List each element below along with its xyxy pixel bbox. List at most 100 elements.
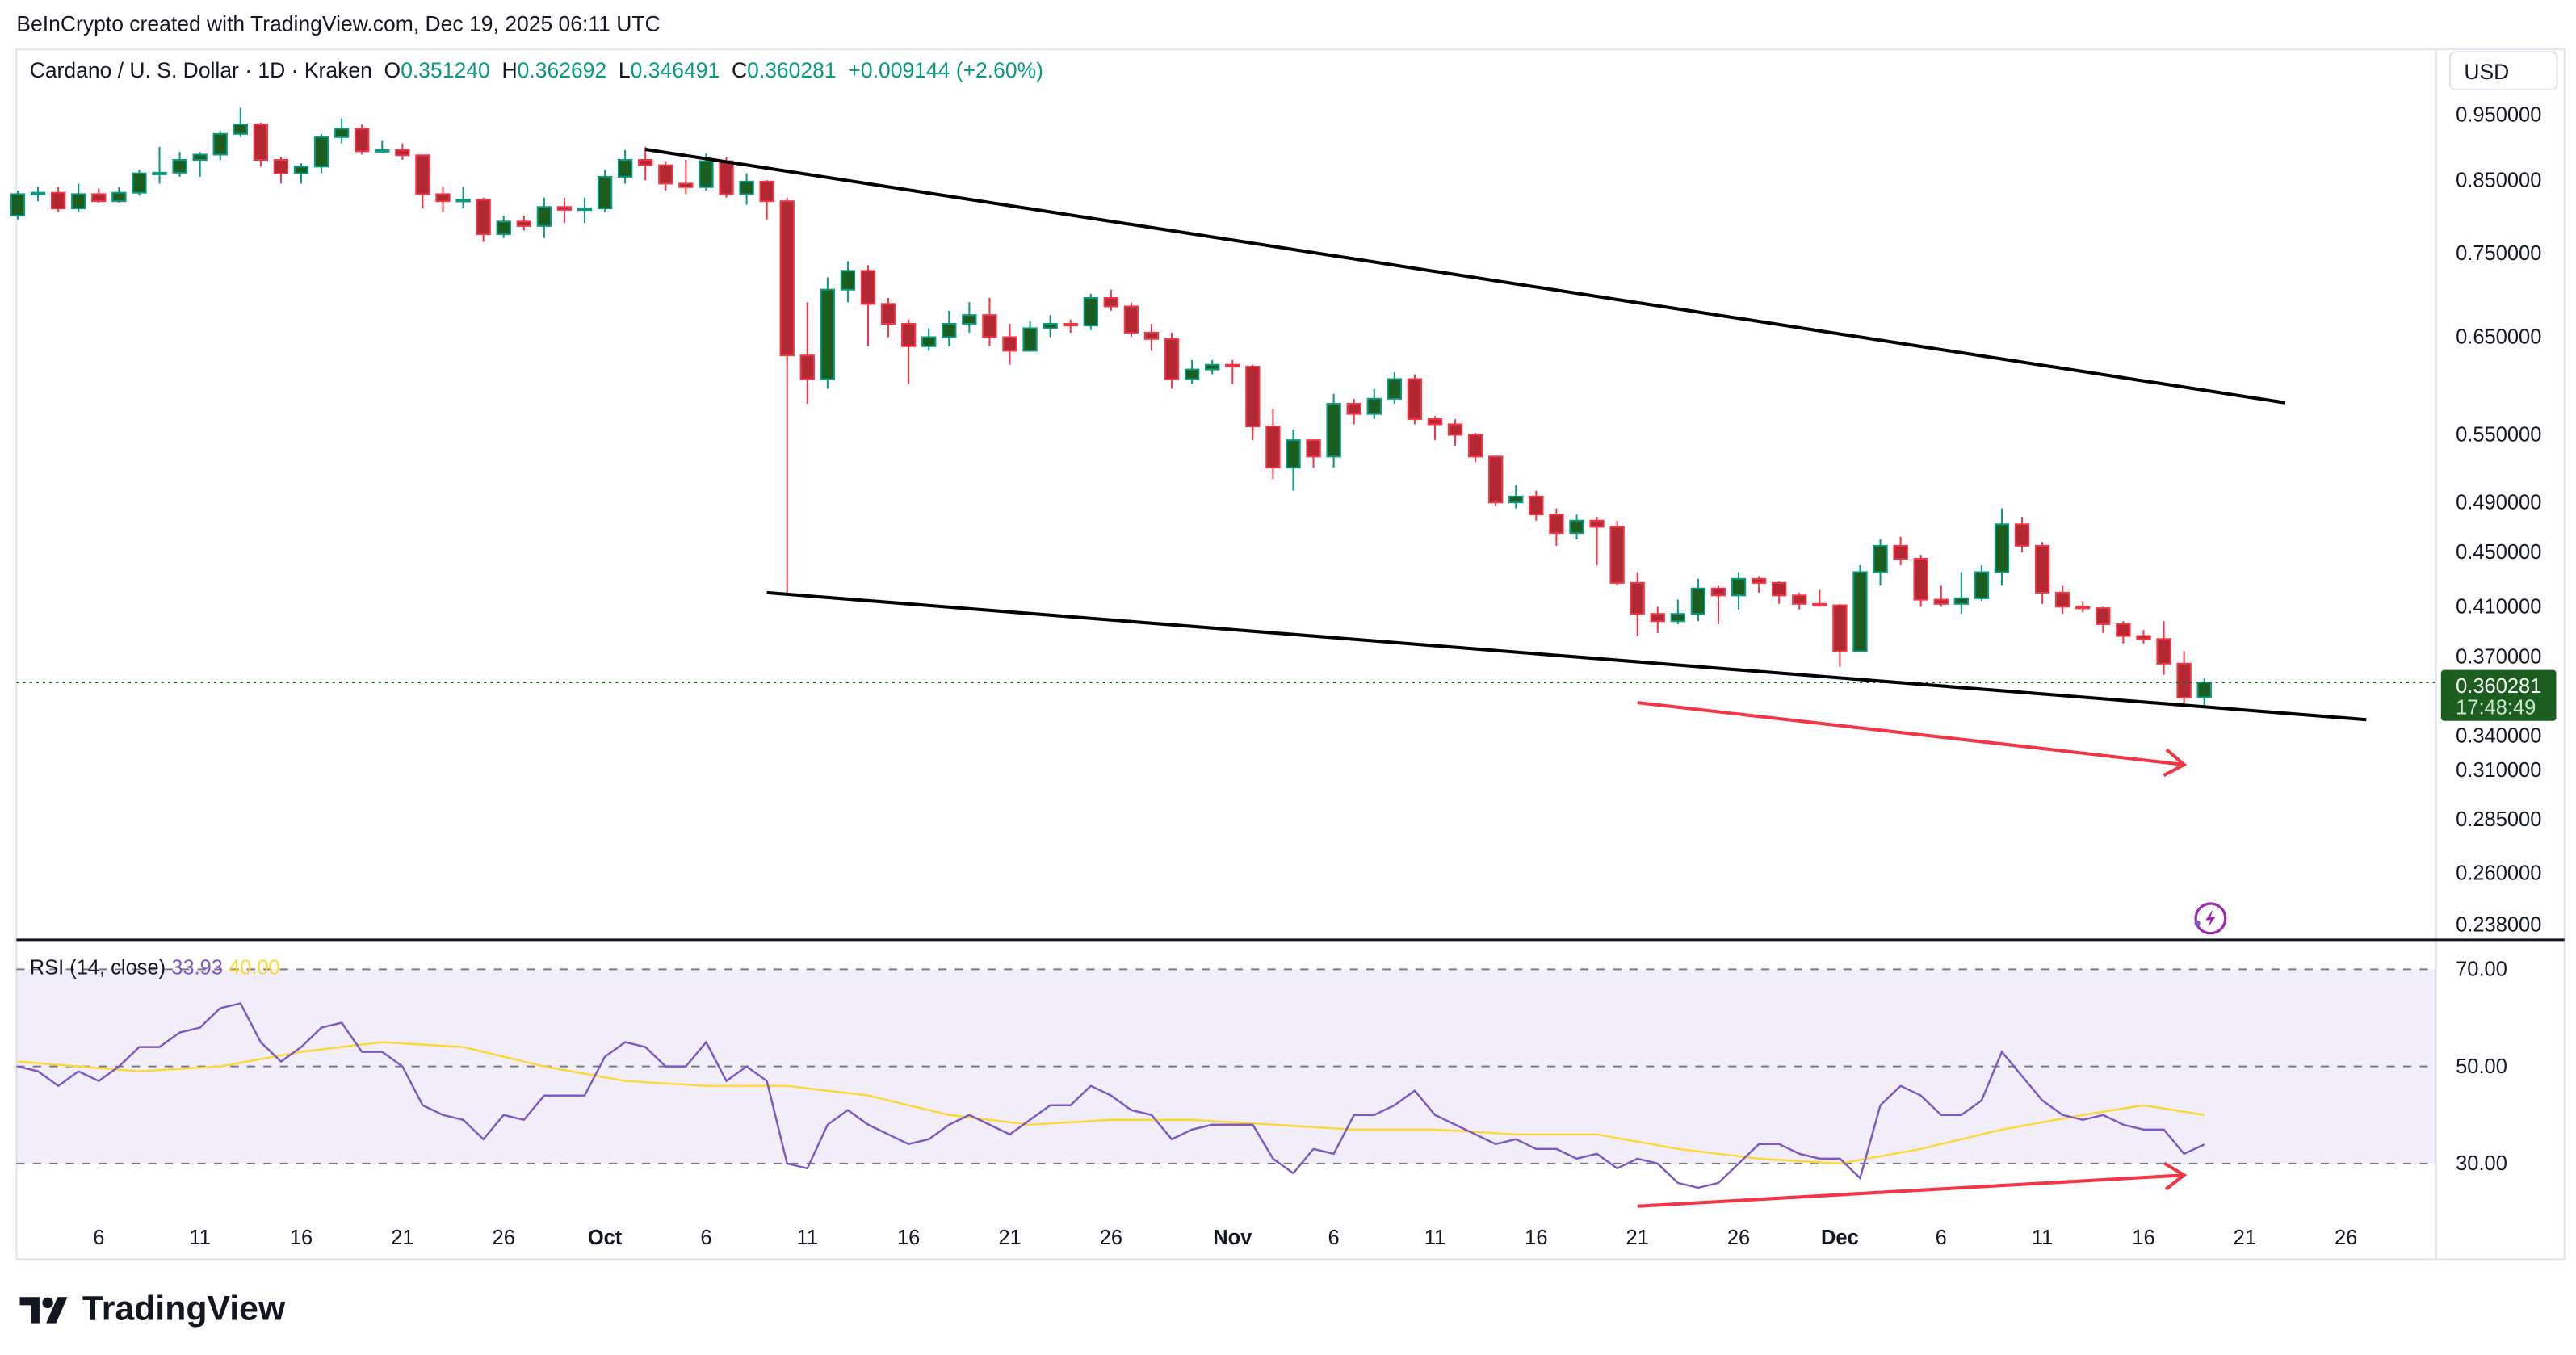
rsi-divergence-arrow[interactable] [1637, 1173, 2184, 1208]
open-label: O [384, 57, 401, 82]
candle-up [1022, 321, 1038, 352]
candle-up [617, 149, 633, 184]
price-tick-label: 0.850000 [2456, 169, 2541, 191]
candle-down [273, 156, 289, 184]
candle-body [273, 159, 289, 174]
candle-body [1508, 495, 1524, 504]
candle-body [1205, 363, 1220, 371]
candle-body [1286, 439, 1301, 469]
candle-body [516, 220, 531, 227]
candle-body [476, 199, 491, 236]
candle-body [597, 175, 613, 210]
candle-body [880, 303, 896, 325]
candle-body [1366, 397, 1382, 415]
close-label: C [731, 57, 748, 82]
symbol-name[interactable]: Cardano / U. S. Dollar · 1D · Kraken [29, 57, 372, 82]
time-tick-label: 6 [1328, 1227, 1340, 1249]
drawings[interactable] [16, 147, 2436, 1208]
candle-body [1772, 581, 1787, 597]
candle-body [658, 164, 673, 185]
candle-body [172, 159, 187, 174]
time-axis[interactable]: 6 11 16 21 26 Oct 6 11 16 21 26 Nov 6 11 16 21 26 Dec 6 11 1… [93, 1227, 2357, 1249]
tradingview-logo-icon [19, 1297, 68, 1324]
candle-body [334, 128, 350, 138]
candle-body [1690, 587, 1706, 615]
candle-body [415, 154, 430, 195]
rsi-legend-name[interactable]: RSI (14, close) [30, 957, 166, 980]
high-value: 0.362692 [517, 57, 607, 82]
candle-down [1751, 576, 1767, 593]
candle-body [860, 270, 876, 305]
price-divergence-arrow[interactable] [1637, 701, 2184, 766]
candle-down [91, 188, 107, 203]
candle-body [779, 200, 795, 357]
change-value: +0.009144 (+2.60%) [848, 57, 1044, 82]
candle-down [2075, 601, 2091, 613]
candle-up [1690, 578, 1706, 622]
price-axis[interactable]: 0.950000 0.850000 0.750000 0.650000 0.550000… [2456, 104, 2541, 937]
rsi-line [17, 1002, 2205, 1189]
candle-up [1670, 599, 1686, 624]
candle-body [1346, 403, 1361, 415]
lightning-bolt-icon[interactable] [2194, 902, 2227, 935]
candle-body [1792, 594, 1807, 605]
candle-down [435, 187, 451, 212]
candle-down [658, 161, 673, 191]
upper-trendline[interactable] [644, 147, 2286, 405]
candle-body [132, 172, 147, 194]
currency-button[interactable]: USD [2448, 51, 2558, 91]
candle-body [1488, 455, 1504, 504]
price-tick-label: 0.750000 [2456, 242, 2541, 265]
candle-down [678, 160, 694, 195]
candle-body [2196, 681, 2212, 698]
candle-body [1002, 336, 1017, 352]
candle-up [1852, 565, 1868, 652]
price-tick-label: 0.490000 [2456, 491, 2541, 514]
candle-body [1467, 434, 1483, 458]
price-tick-label: 0.410000 [2456, 595, 2541, 618]
candle-down [1063, 319, 1078, 333]
candle-up [10, 191, 26, 220]
candle-up [962, 302, 977, 333]
price-tick-label: 0.550000 [2456, 424, 2541, 447]
candle-body [313, 136, 329, 168]
candle-body [2055, 591, 2070, 608]
candle-body [1670, 613, 1686, 623]
candle-down [638, 146, 653, 181]
candle-body [1447, 423, 1463, 436]
candle-up [1508, 485, 1524, 509]
rsi-tick-label: 70.00 [2456, 959, 2507, 981]
candle-up [597, 170, 613, 212]
tradingview-logo[interactable]: TradingView [19, 1290, 285, 1330]
candle-body [1245, 366, 1261, 428]
candle-body [1933, 598, 1949, 605]
price-tick-label: 0.285000 [2456, 808, 2541, 831]
candle-body [900, 322, 917, 347]
candle-down [1589, 517, 1605, 566]
symbol-legend: Cardano / U. S. Dollar · 1D · Kraken O 0.… [30, 57, 1043, 82]
candle-down [1812, 589, 1827, 607]
candle-down [1650, 606, 1665, 633]
candle-up [1873, 539, 1888, 586]
price-tick-label: 0.650000 [2456, 326, 2541, 349]
candle-down [1407, 374, 1423, 425]
candle-down [1164, 332, 1180, 389]
lower-trendline[interactable] [766, 590, 2367, 722]
rsi-background [16, 968, 2436, 1164]
candle-body [1630, 581, 1645, 615]
candle-up [212, 130, 228, 161]
candle-body [2116, 623, 2131, 637]
rsi-axis[interactable]: 70.00 50.00 30.00 [2456, 959, 2507, 1175]
candle-down [759, 180, 774, 220]
candle-down [1913, 555, 1928, 607]
candle-body [1043, 322, 1058, 329]
candle-down [1143, 323, 1160, 351]
candle-body [1164, 338, 1180, 380]
candle-down [1609, 520, 1625, 586]
candle-body [1123, 305, 1139, 334]
candle-down [1893, 536, 1908, 566]
time-tick-label: 26 [1727, 1227, 1750, 1249]
candle-body [638, 159, 653, 166]
